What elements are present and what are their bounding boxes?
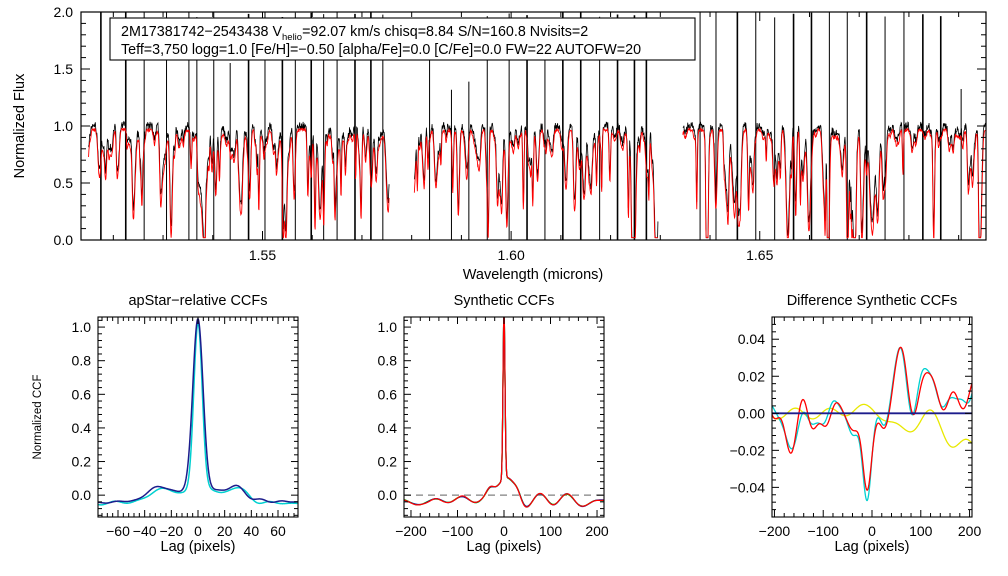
difference-ccf-yellow-trace (772, 403, 972, 448)
y-ticklabel: 0.04 (738, 331, 765, 347)
y-ticklabel: −0.02 (730, 442, 766, 458)
y-ticklabel: 0.0 (72, 487, 92, 503)
x-ticklabel: 200 (958, 523, 982, 539)
x-ticklabel: 0 (194, 523, 202, 539)
y-ticklabel: 0.02 (738, 368, 765, 384)
x-ticklabel: 40 (244, 523, 260, 539)
x-ticklabel: −200 (395, 523, 427, 539)
x-ticklabel: 100 (909, 523, 933, 539)
difference-ccf-x-axis-label: Lag (pixels) (835, 539, 910, 555)
y-ticklabel: 0.0 (378, 487, 398, 503)
synthetic-ccf-x-axis-label: Lag (pixels) (467, 539, 542, 555)
spectrum-panel: 1.55 1.60 1.65 0.0 0.5 1.0 1.5 2.0 Wavelength … (12, 4, 987, 283)
apstar-ccf-x-ticklabels: −60 −40 −20 0 20 40 60 (106, 523, 286, 539)
difference-ccf-y-ticklabels: 0.04 0.02 0.00 −0.02 −0.04 (730, 331, 766, 495)
apstar-ccf-title: apStar−relative CCFs (128, 293, 267, 309)
parameter-box-frame (109, 17, 696, 61)
x-ticklabel: −40 (133, 523, 157, 539)
synthetic-spectrum-trace (88, 127, 986, 239)
spectrum-ticks (81, 11, 986, 241)
y-ticklabel: −0.04 (730, 479, 766, 495)
x-ticklabel: −200 (759, 523, 791, 539)
y-ticklabel: 0.2 (72, 454, 92, 470)
synthetic-ccf-x-ticklabels: −200 −100 0 100 200 (395, 523, 609, 539)
apstar-ccf-x-axis-label: Lag (pixels) (161, 539, 236, 555)
synthetic-ccf-traces (404, 317, 604, 508)
spectrum-x-axis-label: Wavelength (microns) (463, 267, 603, 283)
difference-ccf-panel: Difference Synthetic CCFs −200 −100 0 100 20… (730, 293, 982, 555)
synthetic-ccf-y-ticklabels: 0.0 0.2 0.4 0.6 0.8 1.0 (378, 319, 398, 503)
x-ticklabel: 200 (585, 523, 609, 539)
spectrum-x-ticklabel: 1.60 (497, 247, 524, 263)
y-ticklabel: 0.6 (72, 386, 92, 402)
y-ticklabel: 1.0 (72, 319, 92, 335)
y-ticklabel: 0.00 (738, 405, 765, 421)
difference-ccf-traces (772, 346, 972, 502)
spectrum-y-axis-label: Normalized Flux (12, 73, 28, 178)
apstar-ccf-ticks (98, 317, 298, 517)
y-ticklabel: 0.8 (72, 353, 92, 369)
x-ticklabel: −100 (442, 523, 474, 539)
parameter-line1-pre: 2M17381742−2543438 V (121, 24, 282, 40)
y-ticklabel: 1.0 (378, 319, 398, 335)
x-ticklabel: −100 (807, 523, 839, 539)
synthetic-ccf-panel: Synthetic CCFs −200 −100 0 100 200 0.0 0.2 0.4… (378, 293, 609, 555)
spectrum-y-ticklabel: 0.0 (54, 232, 74, 248)
apstar-ccf-y-axis-label: Normalized CCF (32, 375, 44, 460)
y-ticklabel: 0.8 (378, 353, 398, 369)
parameter-line1-subscript: helio (282, 32, 302, 43)
y-ticklabel: 0.2 (378, 454, 398, 470)
difference-ccf-ticks (772, 316, 972, 518)
synthetic-ccf-red-trace (404, 317, 604, 508)
spectrum-x-ticklabels: 1.55 1.60 1.65 (249, 247, 774, 263)
x-ticklabel: 100 (539, 523, 563, 539)
spectrum-y-ticklabel: 0.5 (54, 175, 74, 191)
spectrum-y-ticklabel: 2.0 (54, 4, 74, 20)
difference-ccf-red-trace (772, 346, 972, 491)
difference-ccf-title: Difference Synthetic CCFs (787, 293, 958, 309)
parameter-line1-post: =92.07 km/s chisq=8.84 S/N=160.8 Nvisits… (302, 24, 588, 40)
spectrum-y-ticklabels: 0.0 0.5 1.0 1.5 2.0 (54, 4, 74, 248)
x-ticklabel: 0 (868, 523, 876, 539)
parameter-box: 2M17381742−2543438 Vhelio=92.07 km/s chi… (109, 17, 696, 61)
y-ticklabel: 0.6 (378, 386, 398, 402)
x-ticklabel: −20 (159, 523, 183, 539)
difference-ccf-x-ticklabels: −200 −100 0 100 200 (759, 523, 982, 539)
x-ticklabel: 60 (270, 523, 286, 539)
x-ticklabel: 0 (500, 523, 508, 539)
y-ticklabel: 0.4 (378, 420, 398, 436)
x-ticklabel: −60 (106, 523, 130, 539)
apstar-ccf-panel: apStar−relative CCFs −60 −40 −20 0 20 40 60 0.… (32, 293, 299, 555)
parameter-box-line1: 2M17381742−2543438 Vhelio=92.07 km/s chi… (121, 24, 588, 43)
x-ticklabel: 20 (217, 523, 233, 539)
spectrum-x-ticklabel: 1.65 (746, 247, 773, 263)
spectrum-x-ticklabel: 1.55 (249, 247, 276, 263)
spectrum-y-ticklabel: 1.0 (54, 118, 74, 134)
synthetic-ccf-ticks (404, 317, 604, 517)
synthetic-ccf-title: Synthetic CCFs (454, 293, 555, 309)
apstar-ccf-y-ticklabels: 0.0 0.2 0.4 0.6 0.8 1.0 (72, 319, 92, 503)
spectrum-y-ticklabel: 1.5 (54, 61, 74, 77)
y-ticklabel: 0.4 (72, 420, 92, 436)
parameter-box-line2: Teff=3,750 logg=1.0 [Fe/H]=−0.50 [alpha/… (121, 42, 641, 58)
